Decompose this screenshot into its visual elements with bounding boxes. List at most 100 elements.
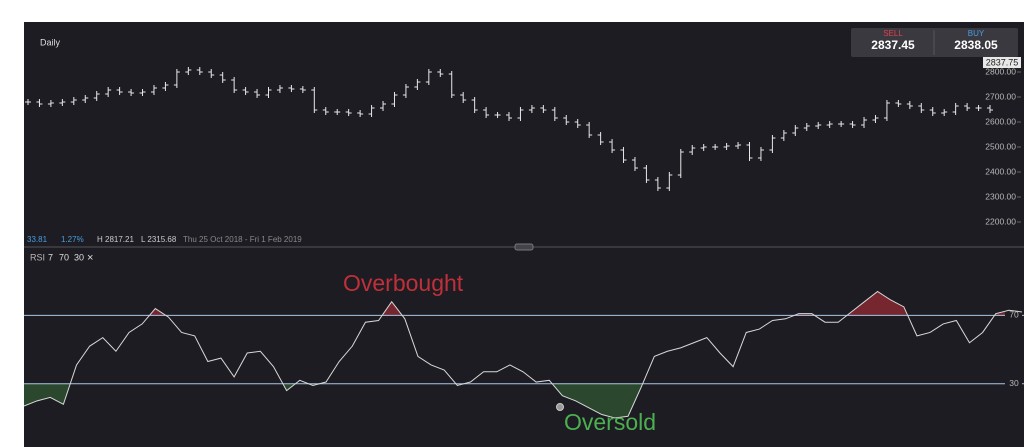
price-bar [334, 109, 341, 115]
price-bar [471, 97, 478, 113]
price-bar [975, 105, 982, 111]
price-bar [941, 109, 948, 116]
price-bar [288, 85, 295, 92]
price-bar [311, 87, 318, 113]
y-tick-label: 2800.00 [985, 66, 1016, 76]
price-bar [242, 87, 249, 95]
price-bar [93, 91, 100, 101]
price-bar [483, 107, 490, 118]
price-bar [883, 100, 890, 121]
price-bar [586, 122, 593, 138]
price-bar [643, 165, 650, 183]
price-bar [826, 121, 833, 128]
y-tick-label: 2200.00 [985, 216, 1016, 226]
buy-label[interactable]: BUY [968, 29, 985, 38]
price-bar [952, 103, 959, 115]
price-bar [173, 69, 180, 88]
annotation: Oversold [564, 409, 656, 435]
last-price-tag [983, 57, 1021, 68]
change-pct: 1.27% [61, 235, 84, 244]
change: 33.81 [27, 235, 48, 244]
buy-price[interactable]: 2838.05 [954, 38, 998, 52]
price-bar [528, 105, 535, 113]
y-tick-label: 70 [1009, 310, 1019, 320]
price-bar [414, 79, 421, 90]
price-bar [620, 147, 627, 163]
price-bar [895, 100, 902, 107]
date-range: Thu 25 Oct 2018 - Fri 1 Feb 2019 [183, 235, 302, 244]
price-bar [631, 157, 638, 171]
y-tick-label: 30 [1009, 378, 1019, 388]
price-bar [906, 101, 913, 109]
price-bar [929, 107, 936, 116]
timeframe: Daily [40, 37, 61, 47]
price-bar [254, 89, 261, 98]
price-bar [208, 69, 215, 78]
price-bar [838, 121, 845, 127]
price-bar [150, 85, 157, 95]
sell-label[interactable]: SELL [883, 29, 903, 38]
price-bar [196, 67, 203, 75]
price-bar [666, 172, 673, 191]
price-bar [425, 69, 432, 85]
price-bar [162, 82, 169, 91]
last-price: 2837.75 [986, 57, 1019, 67]
price-bar [506, 112, 512, 121]
price-bar [82, 95, 89, 103]
price-bar [185, 67, 192, 75]
price-bar [597, 132, 604, 145]
price-bar [231, 77, 238, 93]
price-bar [265, 87, 272, 98]
price-bar [964, 103, 971, 111]
rsi-param: 7 [48, 252, 53, 262]
price-bar [70, 97, 77, 105]
price-bar [494, 112, 501, 118]
price-bar [128, 89, 135, 96]
high: H 2817.21 [97, 235, 134, 244]
price-bar [105, 87, 112, 97]
level-label-bg [1005, 378, 1022, 389]
price-bar [872, 115, 879, 123]
price-bar [276, 85, 283, 93]
price-bar [357, 110, 364, 117]
price-bar [540, 105, 547, 113]
price-bar [139, 89, 146, 96]
price-bar [609, 139, 616, 153]
price-bar [677, 149, 684, 178]
price-bar [803, 123, 810, 131]
low: L 2315.68 [141, 235, 177, 244]
price-bar [987, 105, 993, 113]
level-label-bg [1005, 310, 1022, 321]
price-bar [792, 125, 799, 136]
y-tick-label: 2700.00 [985, 91, 1016, 101]
price-bar [780, 130, 787, 141]
price-bar [448, 71, 455, 98]
price-bar [746, 142, 753, 161]
price-bar [712, 144, 719, 150]
price-bar [437, 69, 444, 77]
price-bar [723, 143, 730, 150]
price-bar [815, 122, 822, 129]
y-tick-label: 2400.00 [985, 166, 1016, 176]
price-bar [380, 101, 387, 111]
y-tick-label: 2500.00 [985, 141, 1016, 151]
price-bar [689, 145, 696, 155]
price-bar [769, 135, 776, 153]
price-bar [402, 84, 409, 98]
price-bar [563, 115, 570, 125]
rsi-param: 70 [59, 252, 69, 262]
price-bar [219, 72, 226, 83]
price-bar [460, 92, 467, 103]
y-tick-label: 2300.00 [985, 191, 1016, 201]
price-bar [322, 107, 329, 115]
price-bar [849, 121, 856, 128]
price-bar [700, 144, 707, 151]
resize-handle[interactable] [514, 243, 534, 251]
price-bar [918, 103, 925, 113]
price-bar [574, 119, 581, 128]
rsi-close[interactable]: × [87, 252, 93, 264]
sell-price[interactable]: 2837.45 [871, 38, 915, 52]
rsi-param: 30 [74, 252, 84, 262]
price-bar [345, 109, 352, 116]
